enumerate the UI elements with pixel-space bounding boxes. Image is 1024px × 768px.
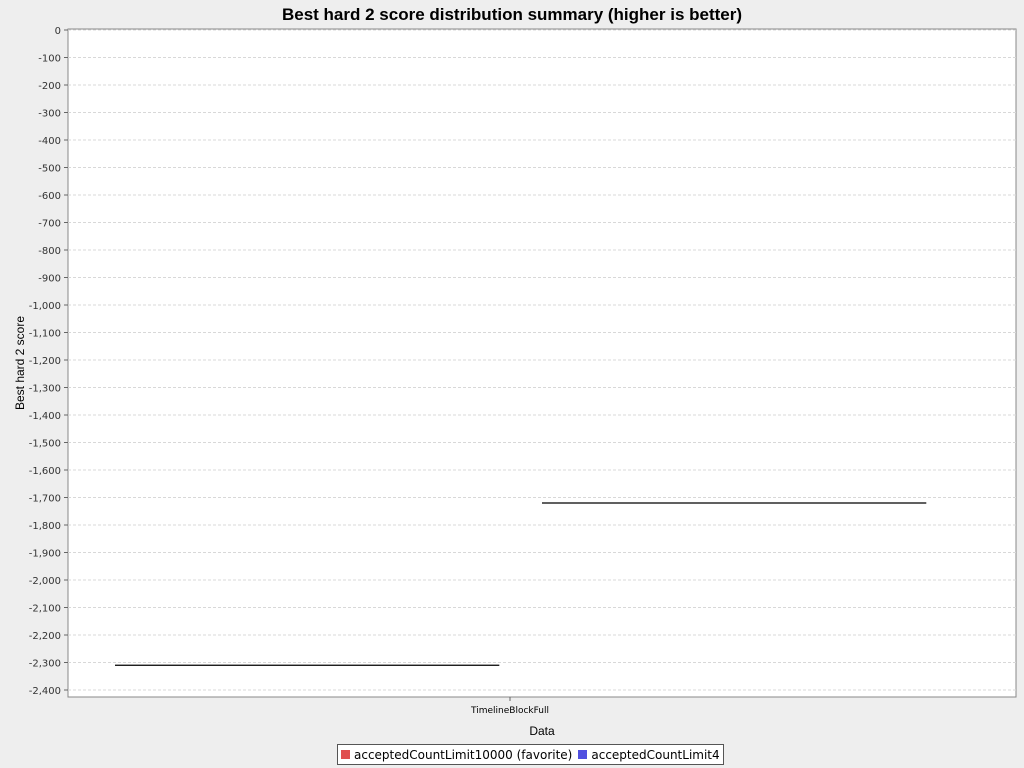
legend-label: acceptedCountLimit4 <box>591 747 720 762</box>
y-tick-label: -1,700 <box>29 494 61 505</box>
y-tick-label: -300 <box>38 109 61 120</box>
y-tick-label: -800 <box>38 246 61 257</box>
y-tick-label: 0 <box>55 26 61 37</box>
y-tick-label: -1,300 <box>29 384 61 395</box>
y-tick-label: -700 <box>38 219 61 230</box>
y-tick-label: -1,500 <box>29 439 61 450</box>
y-tick-label: -400 <box>38 136 61 147</box>
chart: Best hard 2 score distribution summary (… <box>13 5 1017 738</box>
y-tick-label: -900 <box>38 274 61 285</box>
y-tick-label: -1,100 <box>29 329 61 340</box>
y-tick-label: -1,800 <box>29 521 61 532</box>
y-tick-label: -1,200 <box>29 356 61 367</box>
y-tick-label: -100 <box>38 54 61 65</box>
y-tick-label: -2,000 <box>29 576 61 587</box>
legend-swatch <box>341 750 350 759</box>
series-marks <box>115 502 927 666</box>
y-tick-label: -1,000 <box>29 301 61 312</box>
y-tick-label: -2,200 <box>29 631 61 642</box>
y-tick-label: -1,400 <box>29 411 61 422</box>
y-axis-label: Best hard 2 score <box>13 316 27 410</box>
x-axis-label: Data <box>529 724 555 738</box>
y-tick-label: -2,300 <box>29 659 61 670</box>
y-axis-ticks: 0 -100 -200 -300 -400 -500 -600 -700 -800 -900 -1,… <box>29 26 68 697</box>
y-tick-label: -200 <box>38 81 61 92</box>
legend: acceptedCountLimit10000 (favorite) accep… <box>337 744 724 765</box>
legend-label: acceptedCountLimit10000 (favorite) <box>354 747 573 762</box>
legend-item: acceptedCountLimit10000 (favorite) <box>341 748 572 762</box>
y-tick-label: -1,900 <box>29 549 61 560</box>
x-tick-label: TimelineBlockFull <box>470 706 549 716</box>
x-axis-categories: TimelineBlockFull <box>470 697 549 716</box>
legend-item: acceptedCountLimit4 <box>578 747 720 762</box>
y-tick-label: -500 <box>38 164 61 175</box>
y-tick-label: -2,100 <box>29 604 61 615</box>
grid-lines <box>68 29 1016 691</box>
chart-title: Best hard 2 score distribution summary (… <box>282 5 742 24</box>
legend-swatch <box>578 750 588 759</box>
y-tick-label: -600 <box>38 191 61 202</box>
y-tick-label: -1,600 <box>29 466 61 477</box>
plot-area <box>67 28 1017 698</box>
y-tick-label: -2,400 <box>29 686 61 697</box>
